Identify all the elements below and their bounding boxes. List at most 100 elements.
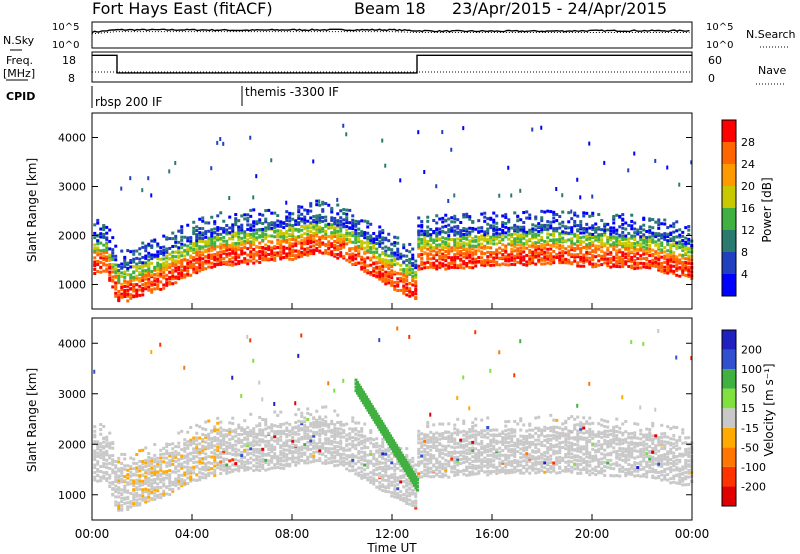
power-cell: [363, 266, 367, 270]
velocity-cell: [246, 434, 250, 438]
power-cell: [414, 296, 418, 300]
velocity-cell: [507, 432, 511, 436]
velocity-cell: [186, 455, 190, 459]
velocity-cell: [195, 464, 199, 468]
power-cell: [378, 256, 382, 260]
velocity-cell: [141, 479, 145, 483]
velocity-cell: [132, 493, 136, 497]
power-cell: [195, 260, 199, 264]
velocity-cell: [492, 459, 496, 463]
power-cell: [339, 223, 343, 227]
power-cell: [399, 288, 403, 292]
velocity-cell: [102, 471, 106, 475]
velocity-cell: [483, 470, 487, 474]
velocity-cell: [285, 448, 289, 452]
power-cell: [318, 220, 322, 224]
velocity-cell: [429, 412, 432, 417]
frequency-step-line: [92, 54, 692, 74]
power-cell: [339, 233, 343, 237]
power-cell: [480, 234, 484, 238]
velocity-cell: [264, 423, 268, 427]
power-cell: [168, 280, 172, 284]
power-cell: [141, 245, 145, 249]
velocity-cell: [273, 445, 277, 449]
power-cell: [507, 220, 511, 224]
velocity-cell: [285, 453, 289, 457]
power-cell: [324, 251, 328, 255]
power-cell: [111, 265, 115, 269]
power-cell: [573, 242, 577, 246]
colorbar-segment: [722, 252, 736, 274]
power-cell: [687, 274, 691, 278]
power-cell: [156, 242, 160, 246]
velocity-cell: [312, 416, 316, 420]
velocity-cell: [108, 431, 112, 435]
velocity-cell: [387, 474, 391, 478]
power-cell: [666, 232, 670, 236]
power-cell: [618, 260, 622, 264]
velocity-cell: [483, 456, 487, 460]
power-cell: [225, 239, 229, 243]
power-cell: [390, 276, 394, 280]
power-cell: [489, 259, 493, 263]
velocity-cell: [282, 444, 286, 448]
velocity-cell: [348, 464, 352, 468]
velocity-cell: [102, 462, 106, 466]
power-cell: [255, 222, 259, 226]
velocity-cell: [486, 466, 490, 470]
velocity-cell: [429, 475, 433, 479]
velocity-cell: [126, 501, 130, 505]
power-cell: [411, 263, 415, 267]
power-cell: [255, 259, 259, 263]
velocity-cell: [360, 473, 364, 477]
velocity-cell: [204, 452, 208, 456]
velocity-cell: [216, 421, 220, 425]
power-cell: [111, 285, 115, 289]
velocity-cell: [363, 463, 367, 467]
velocity-cell: [510, 449, 514, 453]
power-cell: [153, 238, 157, 242]
power-cell: [363, 236, 367, 240]
velocity-cell: [144, 469, 148, 473]
power-cell: [447, 223, 451, 227]
velocity-cell: [414, 468, 418, 472]
velocity-cell: [165, 473, 169, 477]
power-cell: [429, 265, 433, 269]
velocity-cell: [375, 457, 379, 461]
power-cell: [468, 255, 472, 259]
power-cell: [606, 240, 610, 244]
power-cell: [342, 123, 345, 128]
power-cell: [660, 250, 664, 254]
power-cell: [651, 261, 655, 265]
velocity-cell: [147, 480, 151, 484]
power-cell: [489, 246, 493, 250]
power-cell: [324, 236, 328, 240]
power-cell: [348, 231, 352, 235]
velocity-cell: [234, 453, 238, 457]
velocity-cell: [477, 451, 481, 455]
velocity-cell: [375, 462, 379, 466]
velocity-cell: [255, 468, 259, 472]
power-cell: [222, 227, 226, 231]
power-cell: [315, 247, 319, 251]
power-cell: [426, 215, 430, 219]
power-cell: [243, 245, 247, 249]
velocity-cell: [189, 479, 193, 483]
velocity-cell: [300, 436, 304, 440]
power-cell: [597, 226, 601, 230]
power-cell: [312, 252, 316, 256]
velocity-cell: [234, 462, 238, 466]
velocity-cell: [210, 443, 214, 447]
power-cell: [468, 265, 472, 269]
velocity-cell: [489, 471, 493, 475]
velocity-cell: [495, 450, 499, 454]
power-cell: [366, 245, 370, 249]
power-cell: [642, 245, 646, 249]
power-cell: [462, 235, 466, 239]
power-cell: [381, 279, 385, 283]
velocity-cell: [93, 433, 97, 437]
power-cell: [456, 230, 460, 234]
velocity-cell: [387, 459, 391, 463]
power-cell: [420, 233, 424, 237]
power-cell: [603, 251, 607, 255]
